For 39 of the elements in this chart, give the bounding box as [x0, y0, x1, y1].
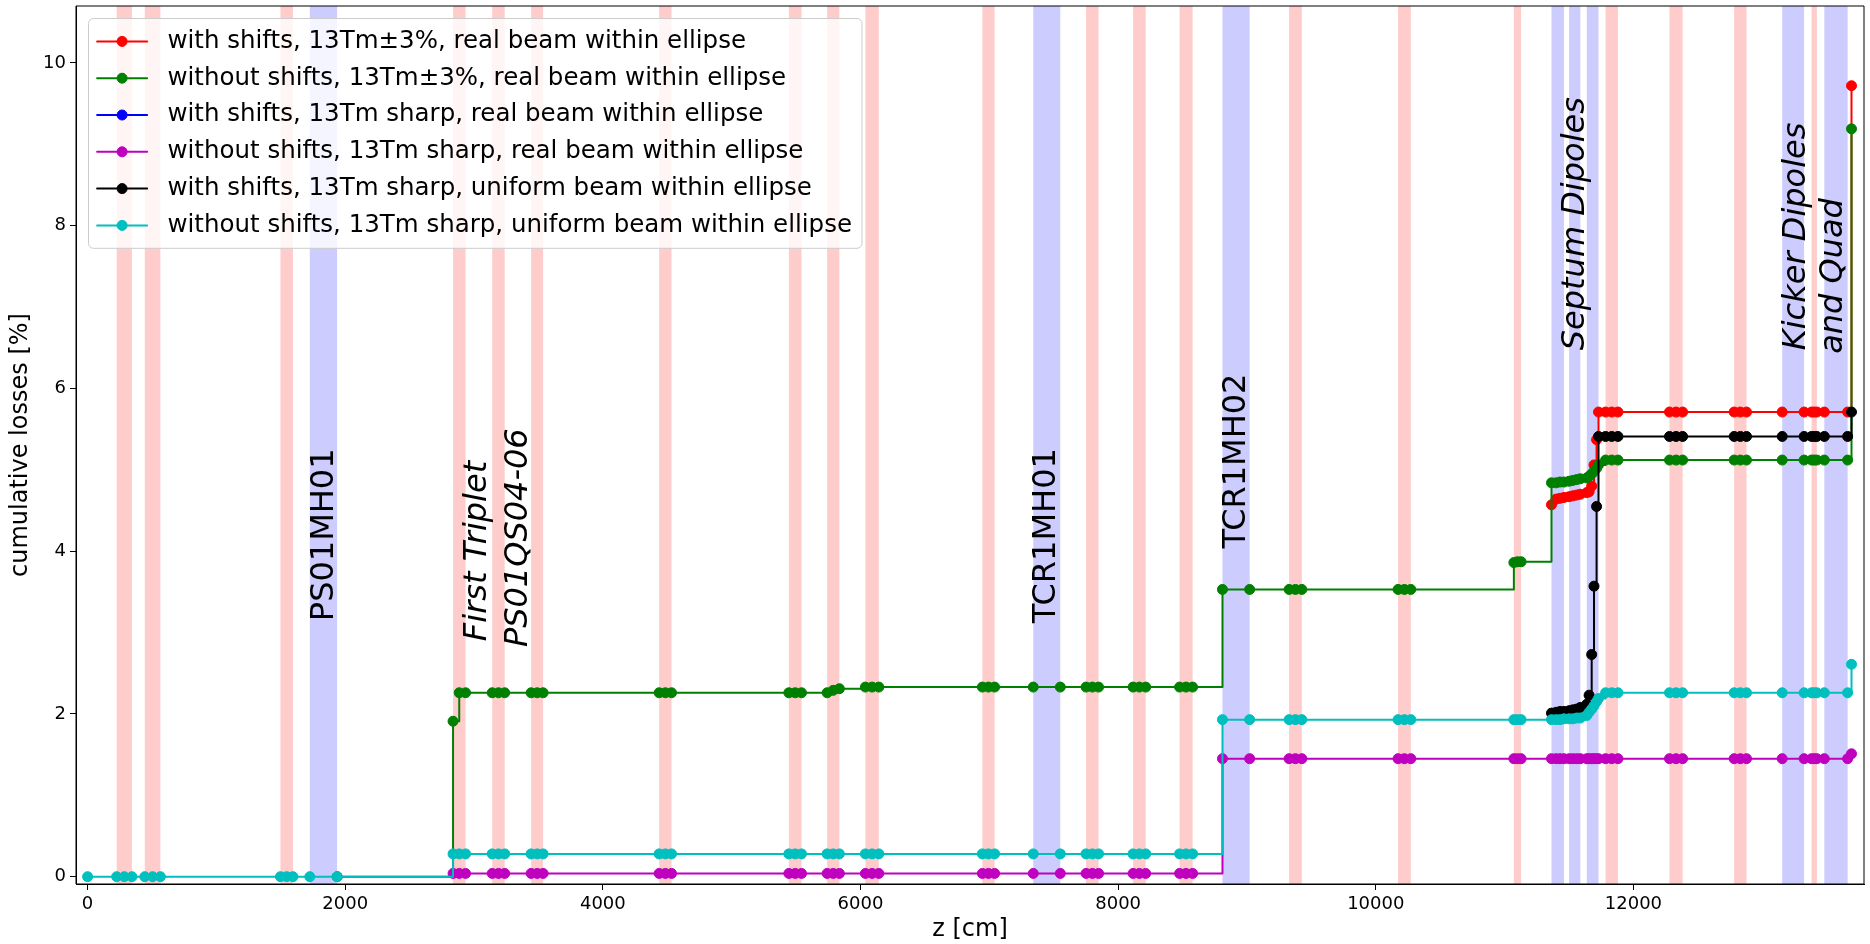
y-tick-label: 10	[43, 50, 66, 72]
legend-label: without shifts, 13Tm sharp, real beam within ellipse	[167, 135, 804, 165]
point	[1846, 406, 1858, 418]
x-tick-label: 10000	[1347, 892, 1405, 914]
y-tick-label: 6	[54, 376, 66, 398]
x-tick-label: 0	[81, 892, 94, 914]
y-tick-label: 0	[54, 864, 66, 886]
x-tick-label: 2000	[322, 892, 369, 914]
annotation: PS01MH01	[303, 448, 342, 622]
annotation: First Triplet	[455, 459, 494, 642]
point	[1591, 500, 1603, 512]
legend-label: without shifts, 13Tm sharp, uniform beam within ellipse	[167, 208, 852, 238]
annotation: Septum Dipoles	[1554, 97, 1593, 351]
point	[1776, 406, 1788, 418]
y-tick-label: 8	[54, 213, 66, 235]
legend-label: without shifts, 13Tm±3%, real beam within ellipse	[167, 61, 787, 91]
annotation: TCR1MH02	[1214, 373, 1253, 550]
y-axis-title: cumulative losses [%]	[4, 313, 33, 577]
point	[1586, 480, 1598, 492]
legend-label: with shifts, 13Tm sharp, uniform beam within ellipse	[167, 171, 812, 201]
x-tick-label: 4000	[579, 892, 626, 914]
x-tick-label: 8000	[1095, 892, 1142, 914]
annotation: and Quad	[1812, 197, 1851, 354]
annotation: PS01QS04-06	[497, 428, 536, 648]
x-axis-title: z [cm]	[932, 913, 1008, 942]
point	[1586, 649, 1598, 661]
x-tick-label: 12000	[1604, 892, 1663, 914]
legend-label: with shifts, 13Tm±3%, real beam within ellipse	[167, 24, 746, 54]
annotation: TCR1MH01	[1025, 448, 1064, 625]
y-tick-label: 2	[54, 701, 66, 723]
y-tick-label: 4	[54, 538, 66, 560]
point	[1842, 430, 1854, 442]
point	[1588, 580, 1600, 592]
annotation: Kicker Dipoles	[1774, 122, 1813, 351]
point	[1776, 430, 1788, 442]
point	[1846, 80, 1858, 92]
x-tick-label: 6000	[837, 892, 884, 914]
legend-label: with shifts, 13Tm sharp, real beam within ellipse	[167, 98, 764, 128]
point	[1583, 689, 1595, 701]
